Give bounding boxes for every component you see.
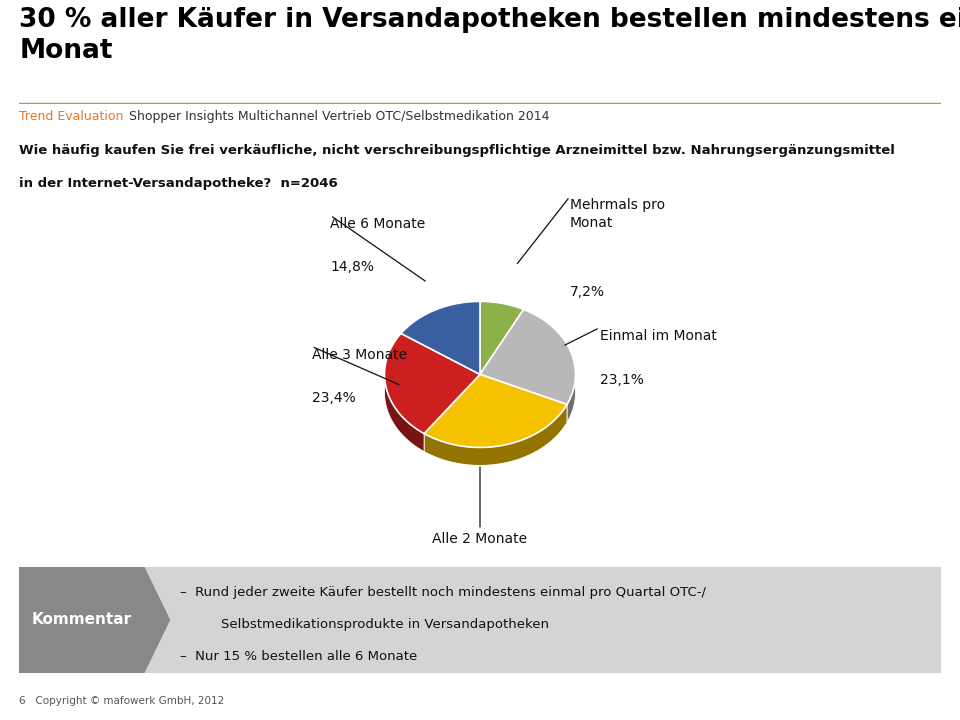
Polygon shape bbox=[424, 374, 567, 447]
Polygon shape bbox=[480, 328, 575, 423]
Text: 14,8%: 14,8% bbox=[330, 260, 374, 274]
Polygon shape bbox=[401, 302, 480, 374]
FancyBboxPatch shape bbox=[19, 567, 144, 673]
Text: 30 % aller Käufer in Versandapotheken bestellen mindestens einmal im
Monat: 30 % aller Käufer in Versandapotheken be… bbox=[19, 7, 960, 64]
Text: –  Rund jeder zweite Käufer bestellt noch mindestens einmal pro Quartal OTC-/: – Rund jeder zweite Käufer bestellt noch… bbox=[180, 586, 707, 599]
Text: Trend Evaluation: Trend Evaluation bbox=[19, 110, 124, 123]
FancyBboxPatch shape bbox=[19, 567, 941, 673]
Polygon shape bbox=[523, 310, 575, 423]
Polygon shape bbox=[385, 351, 480, 451]
Polygon shape bbox=[480, 320, 523, 392]
Text: 26,9%: 26,9% bbox=[458, 575, 502, 589]
Text: Alle 6 Monate: Alle 6 Monate bbox=[330, 217, 425, 231]
Text: Kommentar: Kommentar bbox=[32, 613, 132, 627]
Text: Einmal im Monat: Einmal im Monat bbox=[600, 330, 717, 343]
Text: 7,2%: 7,2% bbox=[570, 284, 605, 299]
Polygon shape bbox=[144, 567, 169, 673]
Polygon shape bbox=[480, 302, 523, 374]
Polygon shape bbox=[424, 405, 567, 465]
Polygon shape bbox=[401, 320, 480, 392]
Text: Shopper Insights Multichannel Vertrieb OTC/Selbstmedikation 2014: Shopper Insights Multichannel Vertrieb O… bbox=[125, 110, 550, 123]
Text: 23,4%: 23,4% bbox=[311, 391, 355, 405]
Text: –  Nur 15 % bestellen alle 6 Monate: – Nur 15 % bestellen alle 6 Monate bbox=[180, 649, 418, 662]
Polygon shape bbox=[385, 333, 424, 451]
Text: Selbstmedikationsprodukte in Versandapotheken: Selbstmedikationsprodukte in Versandapot… bbox=[204, 618, 548, 631]
Text: in der Internet-Versandapotheke?  n=2046: in der Internet-Versandapotheke? n=2046 bbox=[19, 177, 338, 190]
Text: 23,1%: 23,1% bbox=[600, 372, 644, 387]
Text: 6   Copyright © mafowerk GmbH, 2012: 6 Copyright © mafowerk GmbH, 2012 bbox=[19, 696, 225, 706]
Polygon shape bbox=[424, 392, 567, 465]
Polygon shape bbox=[480, 310, 575, 405]
Text: Alle 2 Monate: Alle 2 Monate bbox=[432, 531, 528, 546]
Polygon shape bbox=[385, 333, 480, 433]
Text: Alle 3 Monate: Alle 3 Monate bbox=[311, 348, 407, 362]
Text: Wie häufig kaufen Sie frei verkäufliche, nicht verschreibungspflichtige Arzneimi: Wie häufig kaufen Sie frei verkäufliche,… bbox=[19, 144, 895, 157]
Text: Mehrmals pro
Monat: Mehrmals pro Monat bbox=[570, 199, 665, 230]
